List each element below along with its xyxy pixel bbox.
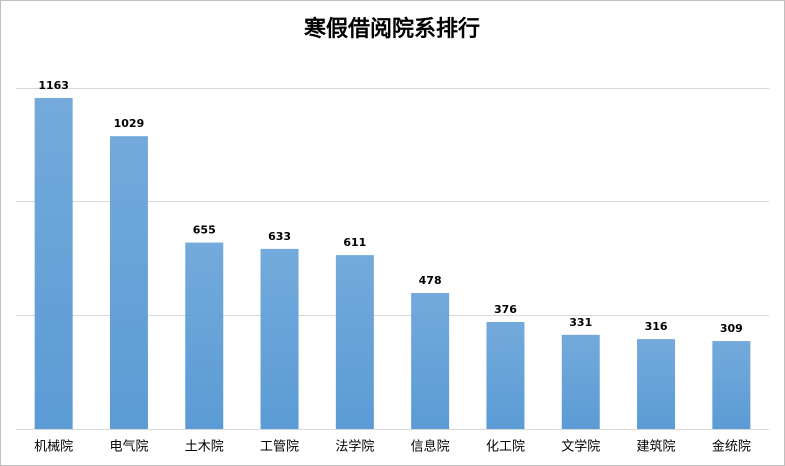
bar (34, 98, 73, 429)
x-tick-label: 化工院 (486, 440, 525, 455)
value-label: 478 (419, 274, 442, 287)
x-tick-label: 文学院 (561, 439, 600, 455)
value-label: 1163 (38, 79, 69, 92)
bar (185, 242, 224, 429)
bar (637, 339, 676, 429)
bar (712, 341, 751, 429)
x-tick-label: 金统院 (712, 439, 751, 455)
value-label: 633 (268, 230, 291, 243)
value-label: 331 (569, 316, 592, 329)
value-label: 316 (645, 320, 668, 333)
value-label: 655 (193, 224, 216, 237)
x-tick-label: 信息院 (411, 439, 450, 455)
bar (335, 255, 374, 429)
bar (260, 248, 299, 429)
x-tick-label: 建筑院 (637, 439, 676, 455)
bar (486, 321, 525, 429)
value-label: 1029 (114, 117, 145, 130)
bar (109, 136, 148, 429)
x-tick-label: 工管院 (260, 440, 299, 455)
value-label: 376 (494, 303, 517, 316)
value-label: 309 (720, 322, 743, 335)
x-tick-label: 电气院 (109, 439, 148, 455)
value-label: 611 (343, 236, 366, 249)
x-tick-label: 机械院 (34, 440, 73, 455)
bar (411, 292, 450, 429)
chart-title: 寒假借阅院系排行 (304, 16, 480, 42)
x-tick-label: 法学院 (335, 439, 374, 455)
bar (561, 334, 600, 429)
x-tick-label: 土木院 (185, 440, 224, 455)
